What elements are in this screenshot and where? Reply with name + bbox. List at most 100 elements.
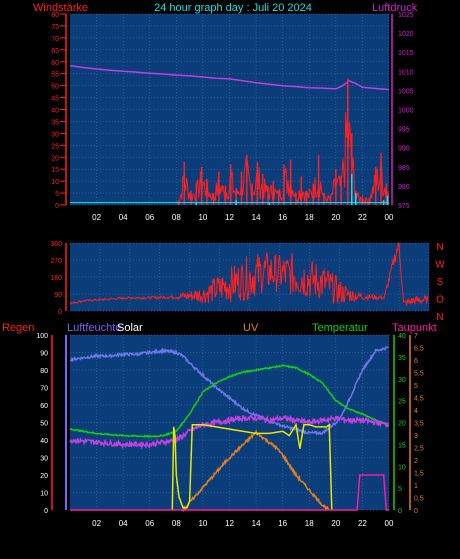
rain-tick-label: 10 (40, 491, 48, 498)
y2-tick-label: 1005 (398, 88, 414, 95)
y-tick-label: 35 (51, 119, 59, 126)
y-tick-label: 25 (51, 143, 59, 150)
dewpoint-header: Taupunkt (392, 322, 437, 334)
uv-tick-label: 0,5 (414, 496, 424, 503)
temperature-header: Temperatur (312, 322, 368, 334)
rain-tick-label: 50 (40, 421, 48, 428)
y-tick-label: 5 (55, 191, 59, 198)
rain-tick-label: 90 (40, 351, 48, 358)
rain-tick-label: 100 (36, 333, 48, 340)
y-tick-label: 75 (51, 24, 59, 31)
y2-tick-label: 1000 (398, 108, 414, 115)
temp-tick-label: 40 (398, 333, 406, 340)
x-tick-label: 10 (198, 213, 207, 222)
x-tick-label: 22 (358, 213, 367, 222)
compass-label: S (437, 277, 444, 288)
wind-pressure-panel: 0510152025303540455055606570758097598098… (51, 12, 413, 222)
temp-tick-label: 25 (398, 399, 406, 406)
rain-tick-label: 0 (44, 508, 48, 515)
sensors-panel: 0102030405060708090100051015202530354000… (36, 333, 424, 528)
rain-tick-label: 40 (40, 438, 48, 445)
compass-label: N (436, 312, 443, 323)
temp-tick-label: 15 (398, 442, 406, 449)
rain-tick-label: 80 (40, 368, 48, 375)
y2-tick-label: 1025 (398, 12, 414, 19)
y-tick-label: 0 (55, 203, 59, 210)
uv-tick-label: 2 (414, 458, 418, 465)
y-tick-label: 55 (51, 72, 59, 79)
compass-label: N (436, 242, 443, 253)
y-tick-label: 0 (58, 309, 62, 316)
humidity-header: Luftfeuchte (67, 322, 121, 334)
x-tick-label: 14 (252, 213, 261, 222)
y-tick-label: 10 (51, 179, 59, 186)
uv-tick-label: 0 (414, 508, 418, 515)
y2-tick-label: 1010 (398, 69, 414, 76)
x-tick-label: 06 (145, 213, 154, 222)
rain-tick-label: 70 (40, 386, 48, 393)
uv-tick-label: 1 (414, 483, 418, 490)
rain-header: Regen (2, 322, 34, 334)
temp-tick-label: 5 (398, 486, 402, 493)
humidity-line (69, 346, 389, 436)
uv-tick-label: 4,5 (414, 396, 424, 403)
y-tick-label: 80 (51, 12, 59, 19)
y-tick-label: 360 (50, 241, 62, 248)
y-tick-label: 50 (51, 84, 59, 91)
temp-tick-label: 10 (398, 464, 406, 471)
x-tick-label: 08 (172, 519, 181, 528)
x-tick-label: 06 (145, 519, 154, 528)
temp-tick-label: 20 (398, 421, 406, 428)
x-tick-label: 12 (225, 519, 234, 528)
compass-label: O (436, 295, 444, 306)
wind-direction-line (69, 241, 429, 306)
x-tick-label: 02 (92, 519, 101, 528)
x-tick-label: 02 (92, 213, 101, 222)
x-tick-label: 10 (198, 519, 207, 528)
temp-tick-label: 0 (398, 508, 402, 515)
uv-tick-label: 7 (414, 333, 418, 340)
uv-tick-label: 3,5 (414, 421, 424, 428)
y2-tick-label: 990 (398, 146, 410, 153)
rain-line (70, 474, 389, 511)
x-tick-label: 18 (305, 213, 314, 222)
x-tick-label: 04 (119, 519, 128, 528)
y2-tick-label: 980 (398, 184, 410, 191)
y-tick-label: 60 (51, 60, 59, 67)
solar-line (171, 422, 333, 511)
uv-tick-label: 6,5 (414, 346, 424, 353)
y2-tick-label: 1015 (398, 50, 414, 57)
y2-tick-label: 985 (398, 165, 410, 172)
temperature-line (69, 363, 389, 439)
x-tick-label: 16 (278, 213, 287, 222)
y-tick-label: 45 (51, 96, 59, 103)
y2-tick-label: 1020 (398, 31, 414, 38)
y2-tick-label: 975 (398, 203, 410, 210)
rain-tick-label: 30 (40, 456, 48, 463)
solar-header: Solar (117, 322, 143, 334)
y2-tick-label: 995 (398, 127, 410, 134)
pressure-header: Luftdruck (372, 2, 418, 14)
uv-tick-label: 2,5 (414, 446, 424, 453)
wind-gust-line (176, 111, 389, 206)
compass-label: W (435, 260, 445, 271)
x-tick-label: 08 (172, 213, 181, 222)
y-tick-label: 70 (51, 36, 59, 43)
x-tick-label: 18 (305, 519, 314, 528)
uv-tick-label: 4 (414, 408, 418, 415)
y-tick-label: 20 (51, 155, 59, 162)
y-tick-label: 30 (51, 131, 59, 138)
uv-tick-label: 1,5 (414, 471, 424, 478)
y-tick-label: 15 (51, 167, 59, 174)
temp-tick-label: 35 (398, 355, 406, 362)
x-tick-label: 16 (278, 519, 287, 528)
temp-tick-label: 30 (398, 377, 406, 384)
x-tick-label: 00 (385, 519, 394, 528)
y-tick-label: 65 (51, 48, 59, 55)
uv-tick-label: 3 (414, 433, 418, 440)
uv-tick-label: 6 (414, 358, 418, 365)
x-tick-label: 22 (358, 519, 367, 528)
rain-tick-label: 60 (40, 403, 48, 410)
